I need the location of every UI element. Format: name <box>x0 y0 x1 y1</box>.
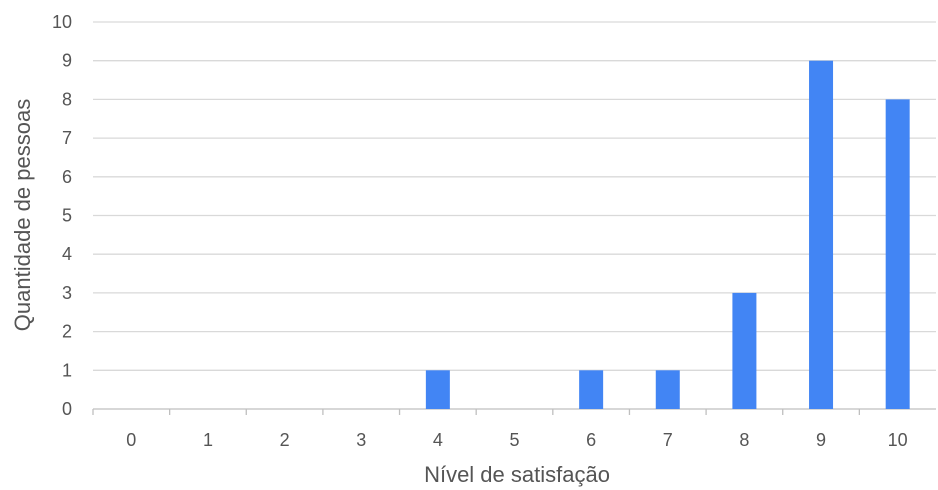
x-tick-label: 10 <box>888 430 908 450</box>
y-tick-label: 8 <box>62 89 72 109</box>
x-tick-label: 1 <box>203 430 213 450</box>
x-tick-label: 5 <box>509 430 519 450</box>
x-tick-label: 0 <box>126 430 136 450</box>
x-axis-title: Nível de satisfação <box>424 462 610 487</box>
y-axis-ticks: 0 1 2 3 4 5 6 7 8 9 10 <box>52 12 72 419</box>
x-tick-label: 6 <box>586 430 596 450</box>
y-tick-label: 0 <box>62 399 72 419</box>
bar-9 <box>809 60 834 409</box>
y-axis-title: Quantidade de pessoas <box>10 99 35 331</box>
x-tick-label: 9 <box>816 430 826 450</box>
grid-layer <box>93 21 936 410</box>
y-tick-label: 1 <box>62 360 72 380</box>
y-tick-label: 10 <box>52 12 72 32</box>
bar-7 <box>655 370 680 409</box>
x-tick-label: 3 <box>356 430 366 450</box>
y-tick-label: 3 <box>62 283 72 303</box>
x-tick-label: 7 <box>663 430 673 450</box>
x-axis-ticks: 0 1 2 3 4 5 6 7 8 9 10 <box>92 409 908 450</box>
bar-10 <box>885 99 910 410</box>
y-tick-label: 7 <box>62 128 72 148</box>
bar-4 <box>425 370 450 409</box>
x-tick-label: 8 <box>739 430 749 450</box>
bar-6 <box>579 370 604 409</box>
y-tick-label: 4 <box>62 244 72 264</box>
y-tick-label: 6 <box>62 167 72 187</box>
x-tick-label: 2 <box>280 430 290 450</box>
y-tick-label: 5 <box>62 206 72 226</box>
y-tick-label: 2 <box>62 322 72 342</box>
x-tick-label: 4 <box>433 430 443 450</box>
y-tick-label: 9 <box>62 51 72 71</box>
bar-8 <box>732 292 757 409</box>
bar-layer <box>425 60 910 410</box>
